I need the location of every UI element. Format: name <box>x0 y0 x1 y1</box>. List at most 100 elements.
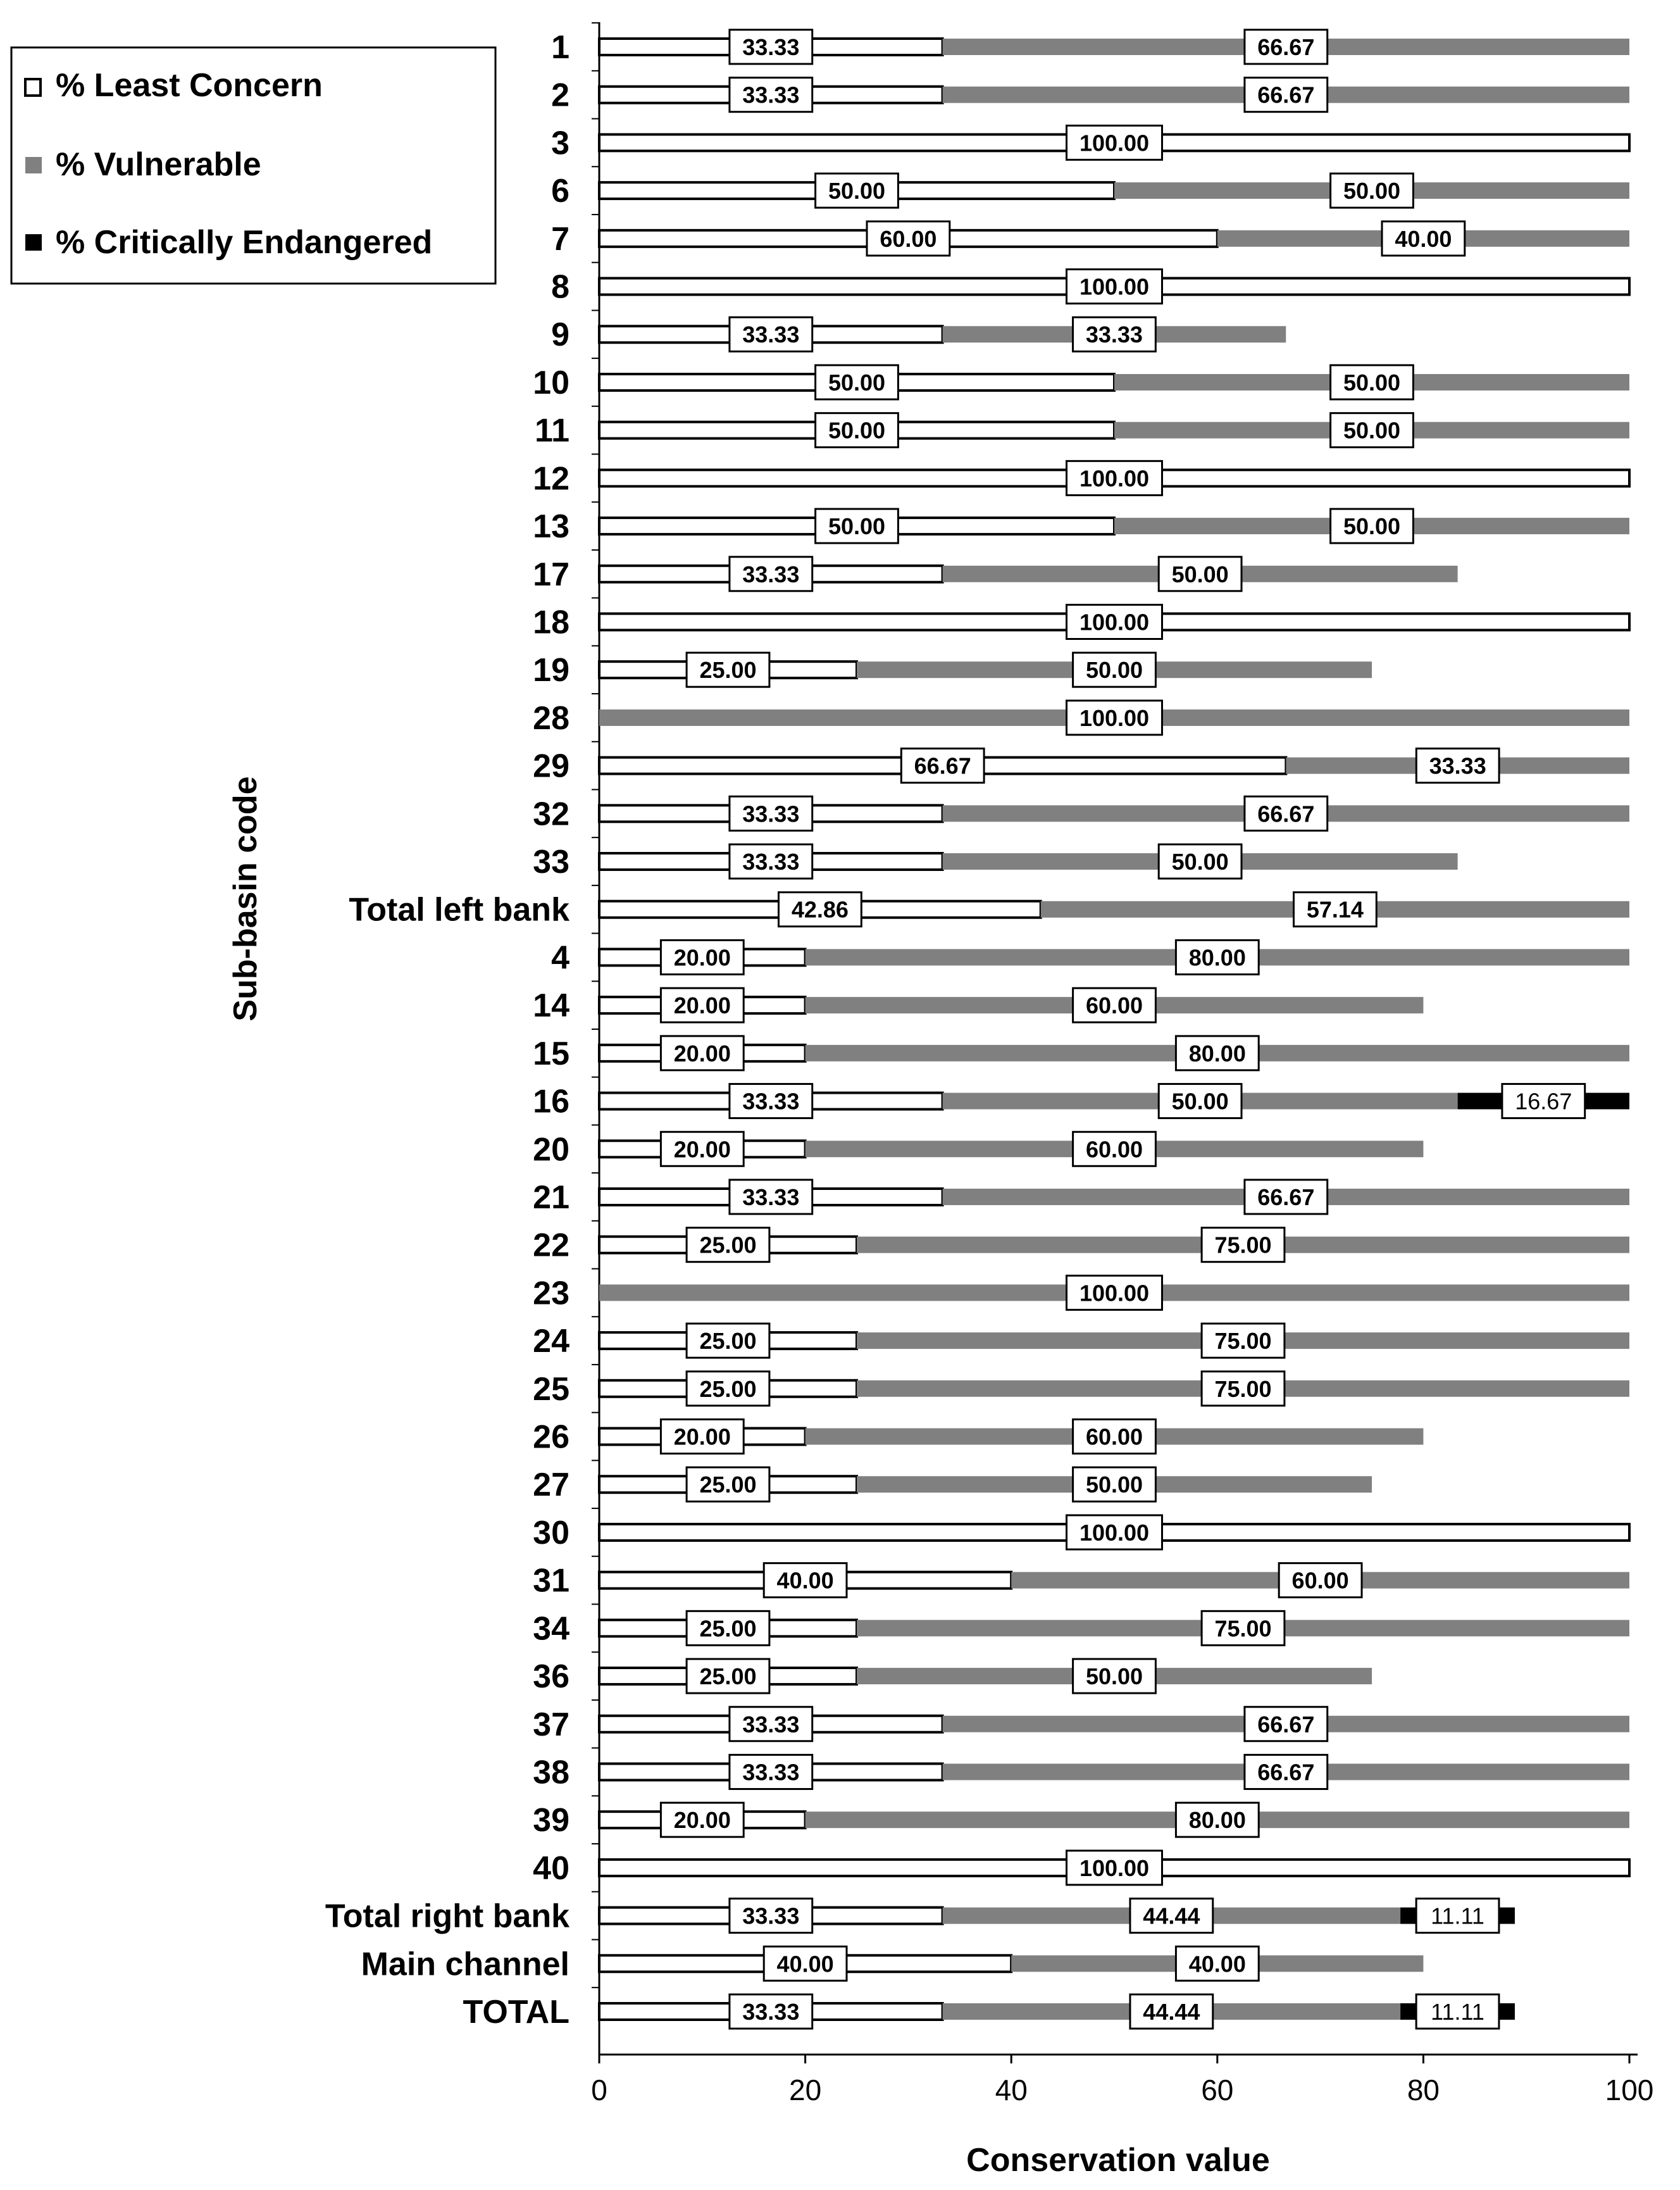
data-label-vulnerable-39: 80.00 <box>1189 1807 1246 1833</box>
data-label-box <box>1066 1849 1163 1886</box>
data-label-box <box>685 651 771 688</box>
category-label-13: 13 <box>533 508 569 545</box>
data-label-vulnerable-7: 40.00 <box>1395 226 1452 252</box>
data-label-box <box>1329 508 1414 544</box>
data-label-least-concern-40: 100.00 <box>1080 1855 1149 1881</box>
data-label-least-concern-total-right-bank: 33.33 <box>742 1903 799 1929</box>
legend-label-vulnerable: % Vulnerable <box>56 146 261 183</box>
data-label-least-concern-36: 25.00 <box>699 1663 756 1689</box>
category-label-total-left-bank: Total left bank <box>349 892 569 929</box>
data-label-vulnerable-total-left-bank: 57.14 <box>1307 897 1364 923</box>
data-label-least-concern-32: 33.33 <box>742 801 799 827</box>
data-label-box <box>1072 651 1157 688</box>
data-label-vulnerable-14: 60.00 <box>1086 992 1143 1018</box>
data-label-least-concern-9: 33.33 <box>742 322 799 347</box>
data-label-vulnerable-1: 66.67 <box>1257 34 1314 60</box>
data-label-box <box>1501 1083 1586 1120</box>
category-label-main-channel: Main channel <box>361 1946 569 1982</box>
data-label-critically-endangered-total-right-bank: 11.11 <box>1431 1903 1484 1929</box>
data-label-vulnerable-31: 60.00 <box>1292 1568 1349 1594</box>
data-label-box <box>1381 220 1466 257</box>
category-label-6: 6 <box>551 173 569 210</box>
data-label-least-concern-20: 20.00 <box>674 1136 731 1162</box>
data-label-vulnerable-38: 66.67 <box>1257 1759 1314 1785</box>
category-label-14: 14 <box>533 987 569 1024</box>
data-label-critically-endangered-16: 16.67 <box>1515 1089 1572 1115</box>
data-label-least-concern-22: 25.00 <box>699 1232 756 1258</box>
data-label-least-concern-11: 50.00 <box>828 418 885 444</box>
data-label-vulnerable-13: 50.00 <box>1343 513 1400 539</box>
data-label-vulnerable-total: 44.44 <box>1143 1999 1200 2025</box>
data-label-least-concern-18: 100.00 <box>1080 609 1149 635</box>
data-label-box <box>728 1993 814 2030</box>
data-label-box <box>1174 1035 1260 1072</box>
data-label-vulnerable-11: 50.00 <box>1343 418 1400 444</box>
category-label-39: 39 <box>533 1802 569 1839</box>
data-label-box <box>1200 1370 1286 1407</box>
category-label-19: 19 <box>533 652 569 689</box>
data-label-box <box>1243 795 1329 832</box>
data-label-vulnerable-17: 50.00 <box>1172 561 1229 587</box>
data-label-box <box>1174 1801 1260 1838</box>
data-label-vulnerable-19: 50.00 <box>1086 657 1143 683</box>
data-label-box <box>1243 28 1329 65</box>
category-label-10: 10 <box>533 365 569 401</box>
data-label-least-concern-30: 100.00 <box>1080 1520 1149 1546</box>
data-label-vulnerable-22: 75.00 <box>1214 1232 1271 1258</box>
data-label-vulnerable-32: 66.67 <box>1257 801 1314 827</box>
data-label-vulnerable-2: 66.67 <box>1257 82 1314 108</box>
data-label-box <box>762 1945 848 1982</box>
data-label-box <box>1072 316 1157 353</box>
legend-box <box>10 46 497 285</box>
data-label-box <box>1292 891 1378 928</box>
category-label-7: 7 <box>551 221 569 258</box>
data-label-vulnerable-10: 50.00 <box>1343 370 1400 396</box>
data-label-least-concern-13: 50.00 <box>828 513 885 539</box>
data-label-box <box>1174 1945 1260 1982</box>
category-label-16: 16 <box>533 1084 569 1120</box>
category-label-28: 28 <box>533 700 569 737</box>
data-label-box <box>1329 412 1414 449</box>
data-label-box <box>685 1322 771 1359</box>
data-label-box <box>1072 987 1157 1023</box>
category-label-38: 38 <box>533 1754 569 1791</box>
data-label-box <box>1157 843 1243 880</box>
data-label-box <box>866 220 951 257</box>
data-label-least-concern-39: 20.00 <box>674 1807 731 1833</box>
data-label-box <box>659 987 745 1023</box>
data-label-box <box>1157 556 1243 592</box>
category-label-32: 32 <box>533 796 569 832</box>
category-label-15: 15 <box>533 1036 569 1072</box>
category-label-total: TOTAL <box>463 1994 570 2030</box>
data-label-vulnerable-26: 60.00 <box>1086 1424 1143 1450</box>
data-label-box <box>1072 1658 1157 1694</box>
data-label-least-concern-7: 60.00 <box>880 226 936 252</box>
data-label-vulnerable-29: 33.33 <box>1429 753 1486 779</box>
data-label-box <box>1243 1179 1329 1215</box>
legend-label-critically-endangered: % Critically Endangered <box>56 224 432 261</box>
data-label-critically-endangered-total: 11.11 <box>1431 1999 1484 2025</box>
data-label-least-concern-8: 100.00 <box>1080 274 1149 300</box>
category-label-18: 18 <box>533 604 569 641</box>
data-label-box <box>1072 1466 1157 1503</box>
legend-label-least-concern: % Least Concern <box>56 67 323 104</box>
legend-swatch-vulnerable <box>25 157 42 173</box>
data-label-box <box>1129 1898 1214 1934</box>
data-label-box <box>659 1801 745 1838</box>
category-label-33: 33 <box>533 844 569 880</box>
y-axis-title: Sub-basin code <box>227 776 264 1021</box>
data-label-vulnerable-9: 33.33 <box>1086 322 1143 347</box>
data-label-box <box>1329 364 1414 401</box>
data-label-least-concern-total: 33.33 <box>742 1999 799 2025</box>
data-label-box <box>1200 1322 1286 1359</box>
data-label-box <box>728 843 814 880</box>
data-label-box <box>1066 268 1163 305</box>
data-label-least-concern-37: 33.33 <box>742 1711 799 1737</box>
data-label-least-concern-1: 33.33 <box>742 34 799 60</box>
category-label-3: 3 <box>551 125 569 161</box>
data-label-box <box>1243 77 1329 113</box>
data-label-least-concern-34: 25.00 <box>699 1615 756 1641</box>
data-label-box <box>900 748 985 784</box>
data-label-box <box>685 1370 771 1407</box>
data-label-least-concern-27: 25.00 <box>699 1472 756 1498</box>
